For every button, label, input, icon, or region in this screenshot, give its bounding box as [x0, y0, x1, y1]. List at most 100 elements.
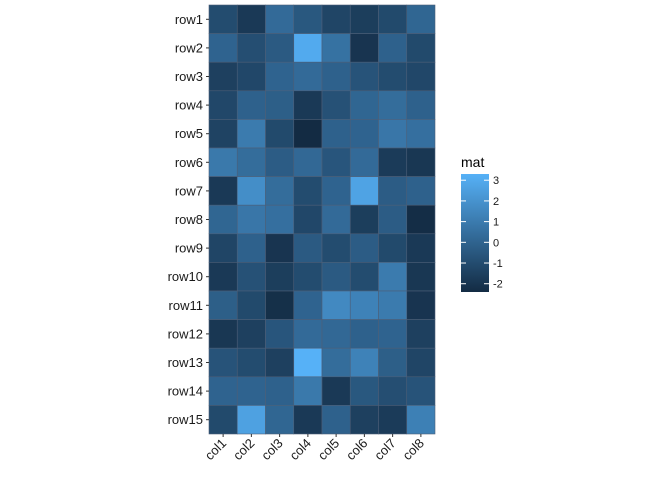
heatmap-cell-row13-col1	[208, 347, 238, 378]
column-label-col6: col6	[343, 436, 370, 463]
heatmap-cell-row14-col5	[321, 376, 351, 406]
heatmap-cell-row3-col5	[321, 61, 351, 92]
color-legend: mat 3 2 1 0 -1 -2	[461, 154, 503, 292]
row-label-row1: row1	[175, 12, 203, 27]
heatmap-cell-row5-col5	[321, 119, 351, 149]
heatmap-cell-row8-col7	[378, 204, 408, 235]
heatmap-cell-row5-col6	[349, 119, 379, 149]
heatmap-cell-row13-col7	[378, 347, 408, 378]
legend-tick-label-5: -2	[493, 279, 503, 291]
heatmap-cell-row3-col4	[293, 61, 323, 92]
heatmap-cell-row15-col1	[208, 405, 238, 435]
heatmap-cell-row11-col3	[265, 290, 295, 320]
heatmap-cell-row5-col8	[406, 119, 436, 149]
heatmap-cell-row11-col6	[349, 290, 379, 320]
heatmap-cell-row4-col2	[236, 90, 266, 120]
heatmap-cell-row6-col5	[321, 147, 351, 177]
heatmap-cell-row15-col5	[321, 405, 351, 435]
heatmap-cell-row10-col8	[406, 262, 436, 292]
heatmap-cell-row1-col2	[236, 4, 266, 34]
heatmap-cell-row2-col7	[378, 33, 408, 63]
heatmap-cell-row5-col1	[208, 119, 238, 149]
heatmap-cell-row10-col4	[293, 262, 323, 292]
heatmap-cell-row3-col1	[208, 61, 238, 92]
heatmap-cell-row3-col6	[349, 61, 379, 92]
heatmap-cell-row14-col6	[349, 376, 379, 406]
heatmap-cell-row11-col8	[406, 290, 436, 320]
heatmap-cell-row6-col4	[293, 147, 323, 177]
heatmap-cell-row9-col2	[236, 233, 266, 263]
heatmap-cell-row14-col3	[265, 376, 295, 406]
heatmap-cell-row4-col8	[406, 90, 436, 120]
heatmap-cell-row1-col6	[349, 4, 379, 34]
heatmap-cell-row9-col1	[208, 233, 238, 263]
heatmap-cell-row6-col1	[208, 147, 238, 177]
heatmap-cell-row2-col1	[208, 33, 238, 63]
heatmap-cell-row9-col8	[406, 233, 436, 263]
heatmap-cell-row15-col7	[378, 405, 408, 435]
legend-tick-label-4: -1	[493, 258, 503, 270]
heatmap-cell-row10-col3	[265, 262, 295, 292]
heatmap-cell-row10-col6	[349, 262, 379, 292]
heatmap-cell-row8-col1	[208, 204, 238, 235]
heatmap-cell-row13-col5	[321, 347, 351, 378]
row-label-row3: row3	[175, 69, 203, 84]
heatmap-cell-row9-col3	[265, 233, 295, 263]
heatmap-cell-row1-col4	[293, 4, 323, 34]
row-label-row5: row5	[175, 126, 203, 141]
heatmap-cell-row7-col7	[378, 176, 408, 206]
heatmap-cell-row7-col2	[236, 176, 266, 206]
heatmap-cell-row5-col3	[265, 119, 295, 149]
heatmap-cell-row2-col4	[293, 33, 323, 63]
legend-title: mat	[461, 154, 484, 170]
row-label-row6: row6	[175, 155, 203, 170]
heatmap-cell-row3-col8	[406, 61, 436, 92]
heatmap-cell-row5-col2	[236, 119, 266, 149]
heatmap-cell-row12-col4	[293, 319, 323, 349]
heatmap-cell-row3-col3	[265, 61, 295, 92]
heatmap-cell-row14-col4	[293, 376, 323, 406]
heatmap-cell-row5-col4	[293, 119, 323, 149]
heatmap-cell-row13-col2	[236, 347, 266, 378]
heatmap-cell-row7-col1	[208, 176, 238, 206]
heatmap-cell-row1-col1	[208, 4, 238, 34]
column-label-col8: col8	[400, 436, 427, 463]
heatmap-cell-row15-col8	[406, 405, 436, 435]
heatmap-cell-row9-col7	[378, 233, 408, 263]
heatmap-cells	[208, 4, 436, 435]
heatmap-cell-row13-col3	[265, 347, 295, 378]
heatmap-cell-row13-col8	[406, 347, 436, 378]
heatmap-cell-row12-col6	[349, 319, 379, 349]
heatmap-cell-row11-col2	[236, 290, 266, 320]
heatmap-cell-row13-col4	[293, 347, 323, 378]
legend-ticks: 3 2 1 0 -1 -2	[461, 175, 503, 291]
row-label-row15: row15	[168, 412, 203, 427]
heatmap-cell-row1-col7	[378, 4, 408, 34]
heatmap-cell-row14-col7	[378, 376, 408, 406]
heatmap-cell-row1-col8	[406, 4, 436, 34]
heatmap-cell-row9-col5	[321, 233, 351, 263]
heatmap-cell-row10-col5	[321, 262, 351, 292]
heatmap-cell-row1-col5	[321, 4, 351, 34]
heatmap-cell-row2-col8	[406, 33, 436, 63]
heatmap-cell-row2-col6	[349, 33, 379, 63]
heatmap-cell-row10-col2	[236, 262, 266, 292]
row-label-row7: row7	[175, 183, 203, 198]
heatmap-cell-row7-col3	[265, 176, 295, 206]
heatmap-cell-row4-col6	[349, 90, 379, 120]
heatmap-cell-row11-col4	[293, 290, 323, 320]
heatmap-cell-row14-col2	[236, 376, 266, 406]
legend-colorbar	[461, 174, 489, 292]
heatmap-cell-row9-col4	[293, 233, 323, 263]
column-labels: col1 col2 col3 col4 col5 col6 col7 col8	[202, 434, 427, 463]
heatmap-cell-row6-col3	[265, 147, 295, 177]
heatmap-cell-row12-col2	[236, 319, 266, 349]
row-label-row13: row13	[168, 355, 203, 370]
heatmap-cell-row8-col6	[349, 204, 379, 235]
row-label-row10: row10	[168, 269, 203, 284]
heatmap-cell-row7-col4	[293, 176, 323, 206]
heatmap-cell-row12-col5	[321, 319, 351, 349]
heatmap-cell-row6-col7	[378, 147, 408, 177]
heatmap-cell-row15-col2	[236, 405, 266, 435]
heatmap-cell-row12-col8	[406, 319, 436, 349]
